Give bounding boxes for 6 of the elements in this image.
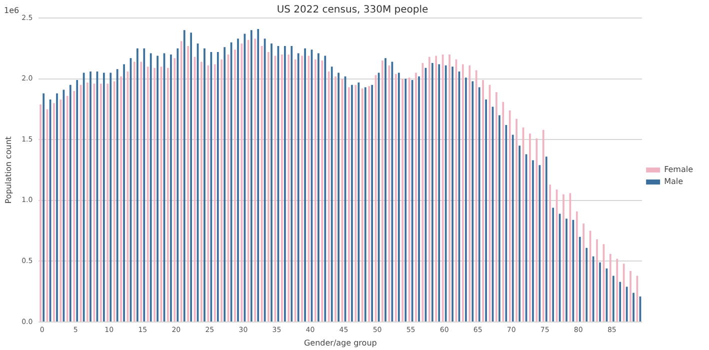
chart-title: US 2022 census, 330M people <box>276 4 428 16</box>
x-axis-title: Gender/age group <box>304 338 377 348</box>
legend-label: Female <box>664 165 694 174</box>
legend-label: Male <box>664 177 684 186</box>
text: 1e6 <box>4 6 20 16</box>
y-axis-title: Population count <box>4 136 13 204</box>
